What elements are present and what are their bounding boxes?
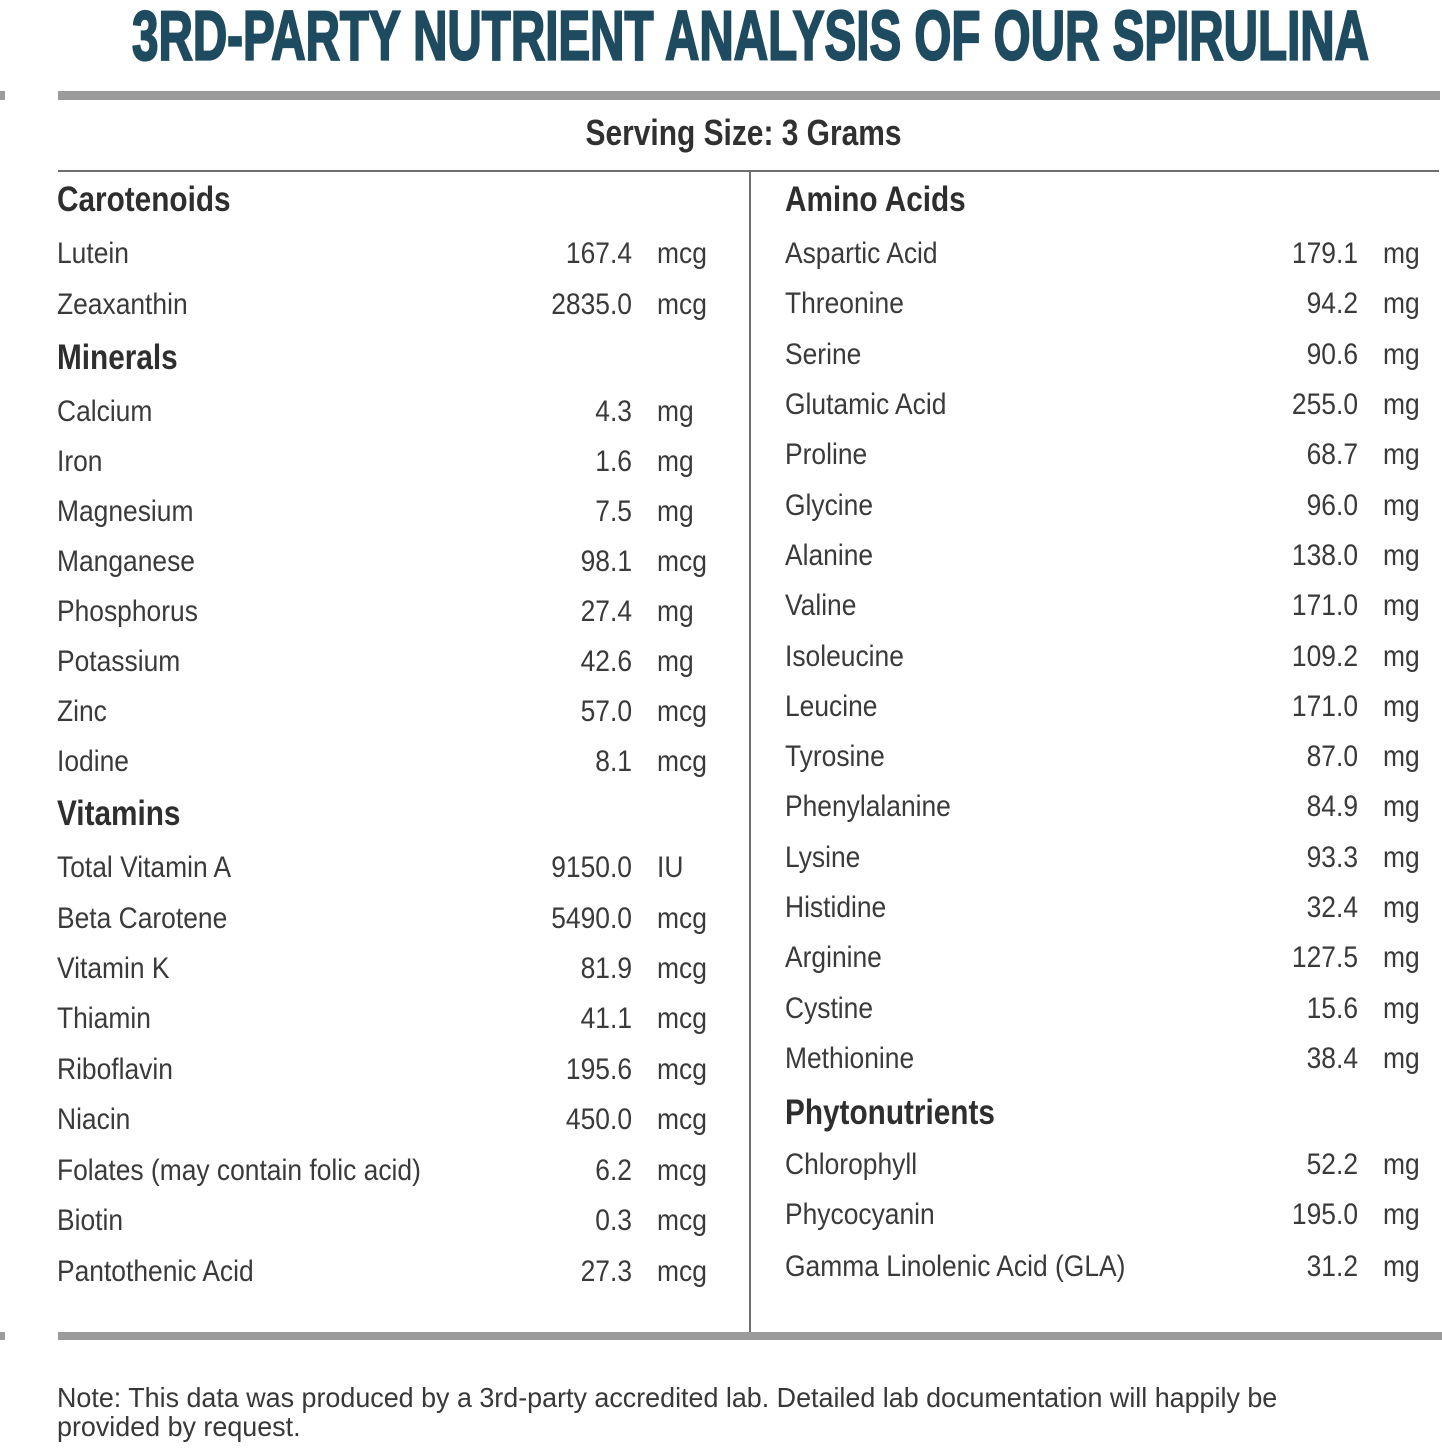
svg-text:3RD-PARTY NUTRIENT ANALYSIS OF: 3RD-PARTY NUTRIENT ANALYSIS OF OUR SPIRU… (132, 0, 1369, 75)
svg-text:Serving Size: 3 Grams: Serving Size: 3 Grams (586, 112, 902, 153)
